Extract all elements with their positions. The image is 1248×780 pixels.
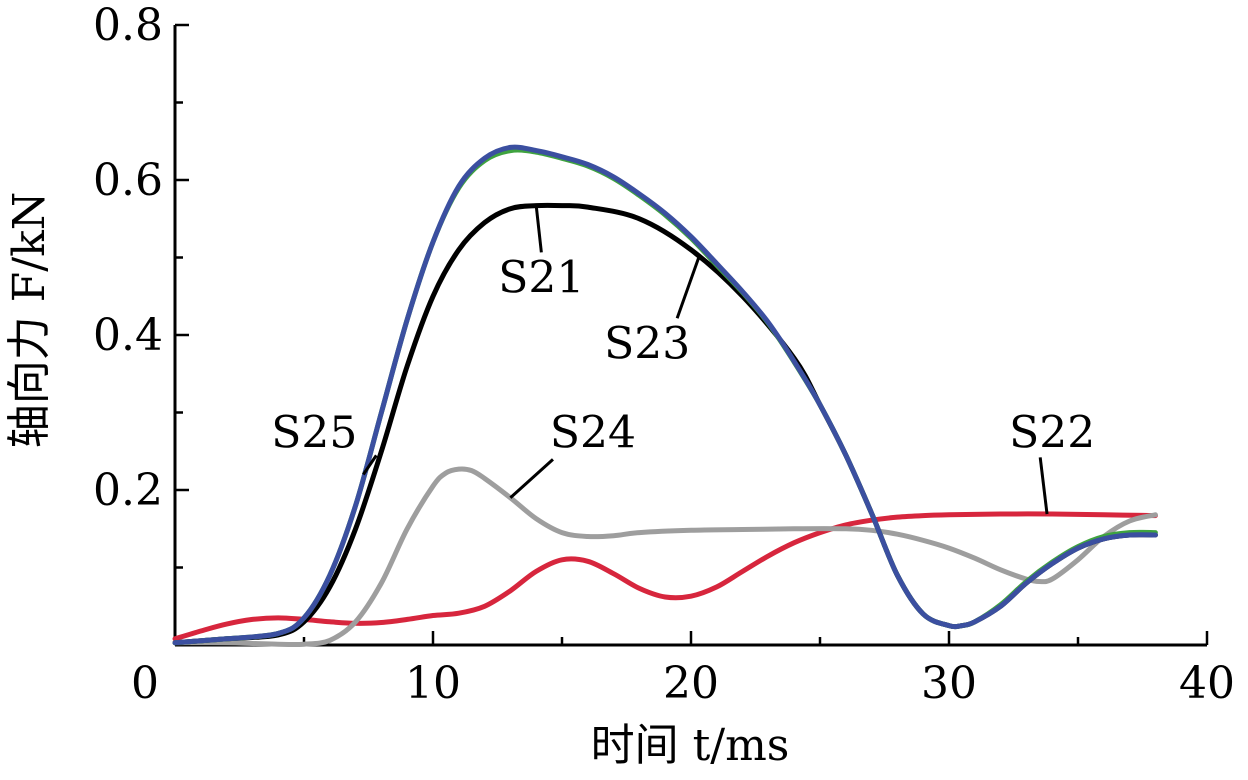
series-line-s24 — [172, 466, 1158, 648]
leader-s24 — [509, 458, 554, 499]
label-s24: S24 — [550, 407, 636, 458]
ticks: 0 10 20 30 40 0.2 0.4 0.6 0.8 — [93, 0, 1235, 709]
label-s25: S25 — [271, 407, 357, 458]
x-tick-label: 30 — [921, 658, 977, 709]
annotations: S21 S23 S25 S24 S22 — [271, 205, 1095, 515]
y-tick-label: 0.2 — [93, 465, 163, 516]
y-tick-label: 0.6 — [93, 155, 163, 206]
x-tick-label: 20 — [663, 658, 719, 709]
series-group — [172, 144, 1158, 648]
label-s21: S21 — [498, 252, 584, 303]
y-axis-label: 轴向力 F/kN — [4, 192, 55, 449]
x-tick-label: 40 — [1179, 658, 1235, 709]
leader-s25 — [362, 454, 378, 476]
x-axis-label: 时间 t/ms — [591, 720, 790, 771]
x-tick-label: 0 — [131, 658, 159, 709]
series-line-s25 — [172, 144, 1158, 646]
series-line-s23 — [172, 147, 1158, 646]
leader-s22 — [1038, 457, 1049, 515]
x-tick-label: 10 — [405, 658, 461, 709]
y-tick-label: 0.8 — [93, 0, 163, 51]
axes — [173, 25, 1207, 647]
label-s22: S22 — [1009, 407, 1095, 458]
series-line-s22 — [172, 511, 1158, 642]
leader-s21 — [534, 205, 543, 253]
label-s23: S23 — [604, 318, 690, 369]
leader-s23 — [675, 256, 701, 319]
y-tick-label: 0.4 — [93, 310, 163, 361]
